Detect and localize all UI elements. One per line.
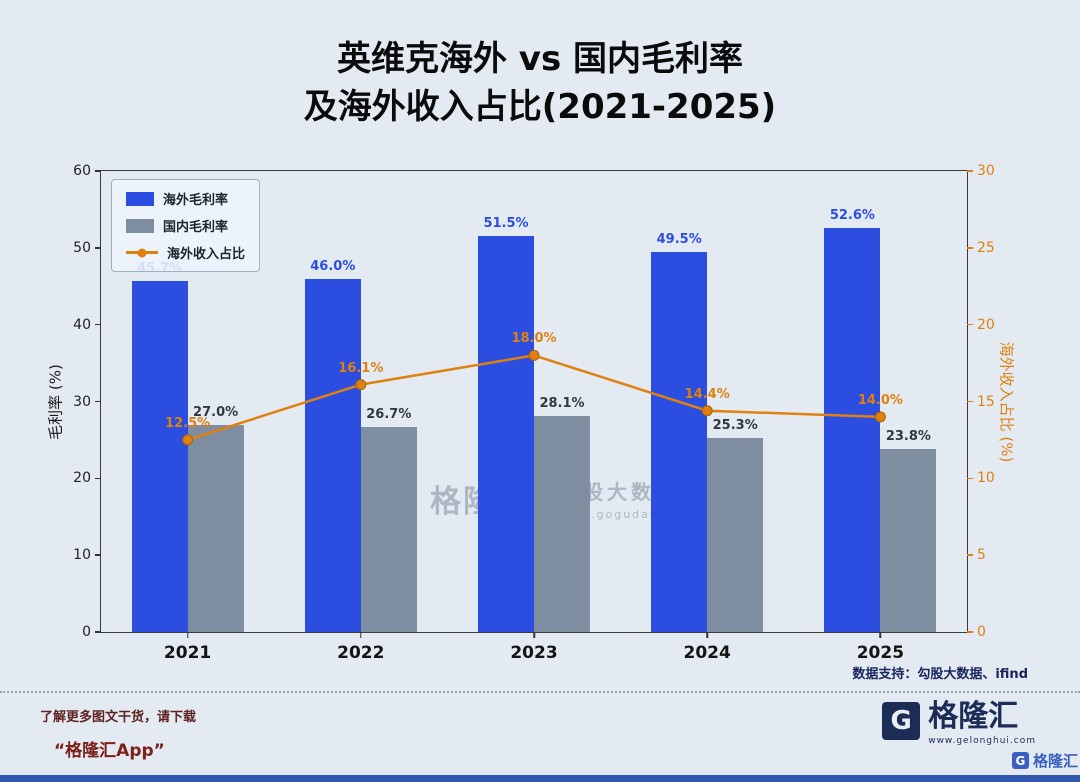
right-axis-tick-mark (967, 400, 973, 403)
overseas-margin-bar (478, 236, 534, 632)
chart-title-line1: 英维克海外 vs 国内毛利率 (336, 39, 744, 79)
line-point (355, 379, 367, 391)
overseas-income-line (187, 354, 881, 442)
x-axis-tick-label: 2023 (510, 643, 558, 663)
bar-value-label: 23.8% (885, 429, 931, 445)
y-axis-tick-mark (95, 170, 101, 172)
line-value-label: 18.0% (511, 331, 557, 347)
legend-item: 国内毛利率 (126, 216, 245, 235)
right-axis-title: 海外收入占比 (%) (997, 341, 1016, 463)
overseas-margin-bar (131, 280, 188, 632)
line-point (182, 434, 194, 446)
domestic-margin-bar (880, 449, 937, 632)
legend-item-label: 海外毛利率 (163, 193, 229, 208)
y-axis-tick-label: 40 (73, 316, 91, 333)
bar-value-label: 28.1% (539, 396, 585, 412)
promo-block: 了解更多图文干货，请下载 “格隆汇App” (40, 706, 196, 761)
legend-bar-swatch (126, 218, 154, 233)
y-axis-tick-label: 20 (73, 470, 91, 487)
chart-title-line2: 及海外收入占比(2021-2025) (303, 86, 777, 127)
bar-value-label: 46.0% (310, 258, 356, 274)
line-point (874, 411, 886, 423)
bar-value-label: 25.3% (712, 417, 758, 433)
gelonghui-logo-icon: G (882, 702, 921, 740)
y-axis-tick-label: 30 (73, 393, 91, 410)
gelonghui-logo-text: 格隆汇 (928, 699, 1019, 734)
y-axis-tick-label: 60 (73, 163, 91, 179)
corner-logo-icon: G (1011, 752, 1029, 769)
x-axis-tick-label: 2022 (337, 643, 385, 663)
line-value-label: 12.5% (165, 415, 211, 431)
bar-value-label: 51.5% (483, 216, 529, 232)
right-axis-tick-label: 10 (977, 470, 995, 487)
gelonghui-logo: G 格隆汇 www.gelonghui.com (882, 702, 1036, 746)
promo-text: 了解更多图文干货，请下载 (40, 710, 197, 725)
legend-item: 海外毛利率 (126, 189, 245, 208)
legend-item-label: 海外收入占比 (167, 247, 246, 262)
y-axis-tick-mark (95, 554, 101, 556)
overseas-margin-bar (824, 227, 881, 632)
bar-value-label: 26.7% (366, 406, 412, 422)
y-axis-tick-mark (95, 631, 101, 633)
x-axis-tick-mark (533, 632, 535, 638)
corner-logo-text: 格隆汇 (1032, 752, 1078, 770)
dashed-divider (0, 691, 1080, 693)
domestic-margin-bar (360, 426, 417, 632)
legend: 海外毛利率国内毛利率海外收入占比 (111, 179, 261, 272)
line-value-label: 16.1% (338, 360, 384, 376)
line-value-label: 14.4% (684, 386, 730, 402)
legend-item-label: 国内毛利率 (163, 220, 229, 235)
chart-title: 英维克海外 vs 国内毛利率 及海外收入占比(2021-2025) (0, 36, 1080, 131)
y-axis-tick-label: 10 (73, 547, 91, 564)
x-axis-tick-mark (186, 632, 189, 638)
legend-line-swatch (126, 246, 158, 260)
line-series-svg (182, 349, 886, 446)
domestic-margin-bar (707, 437, 764, 632)
y-axis-tick-mark (95, 400, 101, 403)
y-axis-tick-label: 50 (73, 239, 91, 256)
right-axis-tick-label: 30 (977, 163, 995, 179)
right-axis-tick-label: 20 (977, 316, 995, 333)
right-axis-tick-mark (967, 170, 973, 172)
promo-app-name: “格隆汇App” (54, 741, 165, 761)
right-axis-tick-mark (967, 247, 973, 249)
x-axis-tick-mark (360, 632, 362, 638)
line-value-label: 14.0% (857, 392, 903, 408)
x-axis-tick-label: 2024 (683, 643, 731, 663)
right-axis-tick-label: 0 (977, 624, 986, 640)
bar-value-label: 27.0% (193, 404, 239, 420)
x-axis-tick-mark (879, 632, 882, 638)
right-axis-tick-label: 15 (977, 393, 995, 410)
overseas-margin-bar (304, 278, 361, 632)
right-axis-tick-label: 5 (977, 547, 986, 564)
gelonghui-logo-url: www.gelonghui.com (928, 736, 1036, 746)
data-source-note: 数据支持：勾股大数据、ifind (852, 667, 1028, 682)
x-axis-tick-label: 2021 (163, 643, 212, 663)
y-axis-tick-label: 0 (82, 624, 91, 640)
y-axis-tick-mark (95, 477, 101, 480)
right-axis-tick-mark (967, 631, 973, 633)
x-axis-tick-label: 2025 (856, 643, 905, 663)
domestic-margin-bar (187, 424, 244, 632)
bar-value-label: 49.5% (656, 231, 702, 247)
overseas-margin-bar (651, 251, 708, 632)
line-point (528, 349, 540, 361)
bottom-strip (0, 775, 1080, 782)
bar-value-label: 52.6% (829, 207, 875, 223)
y-axis-tick-mark (95, 323, 101, 326)
y-axis-tick-mark (95, 247, 101, 249)
x-axis-tick-mark (706, 632, 708, 638)
domestic-margin-bar (534, 416, 590, 632)
legend-bar-swatch (126, 191, 154, 206)
right-axis-tick-mark (967, 323, 973, 326)
left-axis-title: 毛利率 (%) (46, 364, 65, 440)
right-axis-tick-mark (967, 477, 973, 480)
legend-item: 海外收入占比 (126, 243, 245, 262)
right-axis-tick-label: 25 (977, 239, 995, 256)
line-point (701, 405, 713, 417)
right-axis-tick-mark (967, 554, 973, 556)
corner-logo: G 格隆汇 (1011, 750, 1078, 771)
